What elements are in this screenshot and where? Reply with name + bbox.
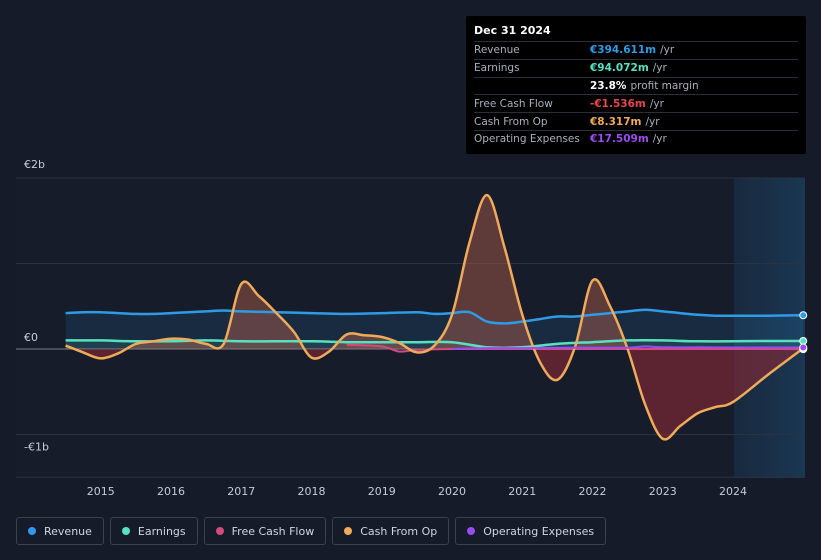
y-axis-label: €0	[24, 331, 38, 344]
legend-item-earnings[interactable]: Earnings	[109, 517, 198, 545]
tooltip-unit: /yr	[652, 133, 667, 146]
future-shade	[734, 178, 805, 478]
x-tick-label: 2021	[508, 485, 536, 498]
legend-label: Cash From Op	[360, 524, 438, 538]
tooltip-row-earnings: Earnings €94.072m/yr	[474, 60, 798, 78]
revenue-endpoint	[799, 311, 808, 320]
tooltip-label: Free Cash Flow	[474, 97, 553, 110]
operating-expenses-endpoint	[799, 343, 808, 352]
tooltip-unit: /yr	[660, 44, 675, 57]
x-tick-label: 2018	[298, 485, 326, 498]
x-tick-label: 2019	[368, 485, 396, 498]
legend-label: Free Cash Flow	[231, 524, 315, 538]
legend-dot-icon	[467, 527, 476, 535]
operating-expenses-line	[451, 345, 804, 350]
legend-label: Revenue	[44, 524, 92, 538]
x-tick-label: 2023	[649, 485, 677, 498]
tooltip-unit: /yr	[649, 97, 664, 110]
revenue-line	[65, 308, 804, 325]
tooltip-date: Dec 31 2024	[474, 24, 798, 42]
tooltip-row-free-cash-flow: Free Cash Flow -€1.536m/yr	[474, 95, 798, 114]
legend-dot-icon	[121, 527, 130, 535]
tooltip-value: -€1.536m	[590, 97, 646, 110]
tooltip-label: Operating Expenses	[474, 133, 580, 146]
legend-item-operating-expenses[interactable]: Operating Expenses	[455, 517, 607, 545]
tooltip-row-operating-expenses: Operating Expenses €17.509m/yr	[474, 131, 798, 148]
tooltip-row-cash-from-op: Cash From Op €8.317m/yr	[474, 113, 798, 131]
x-tick-label: 2024	[719, 485, 747, 498]
tooltip-value: 23.8%	[590, 79, 627, 92]
cash-from-op-line	[65, 193, 805, 441]
tooltip-value: €394.611m	[590, 44, 657, 57]
tooltip: Dec 31 2024 Revenue €394.611m/yr Earnings €…	[466, 16, 806, 154]
tooltip-value: €94.072m	[590, 62, 649, 75]
legend-label: Operating Expenses	[483, 524, 595, 538]
x-tick-label: 2022	[579, 485, 607, 498]
tooltip-value: €8.317m	[590, 115, 642, 128]
tooltip-value: €17.509m	[590, 133, 649, 146]
x-tick-label: 2017	[227, 485, 255, 498]
earnings-endpoint	[799, 336, 808, 345]
tooltip-label: Earnings	[474, 62, 520, 75]
tooltip-unit: /yr	[645, 115, 660, 128]
cash-from-op-area-negative	[65, 349, 804, 440]
tooltip-row-profit-margin: 23.8% profit margin	[474, 78, 798, 96]
legend-item-cash-from-op[interactable]: Cash From Op	[332, 517, 450, 545]
legend-item-free-cash-flow[interactable]: Free Cash Flow	[203, 517, 327, 545]
free-cash-flow-line	[346, 343, 804, 353]
x-tick-label: 2016	[157, 485, 185, 498]
legend-dot-icon	[344, 527, 353, 535]
tooltip-label: Cash From Op	[474, 115, 548, 128]
legend-dot-icon	[28, 527, 36, 535]
y-axis-label: -€1b	[24, 441, 49, 454]
legend: Revenue Earnings Free Cash Flow Cash From O…	[16, 517, 607, 545]
x-tick-label: 2020	[438, 485, 466, 498]
legend-label: Earnings	[137, 524, 186, 538]
y-axis-label: €2b	[24, 158, 45, 171]
x-tick-label: 2015	[87, 485, 115, 498]
legend-item-revenue[interactable]: Revenue	[16, 517, 104, 545]
tooltip-label: Revenue	[474, 44, 520, 57]
tooltip-row-revenue: Revenue €394.611m/yr	[474, 42, 798, 60]
legend-dot-icon	[215, 527, 224, 535]
tooltip-unit: /yr	[652, 62, 667, 75]
tooltip-unit: profit margin	[630, 79, 699, 92]
